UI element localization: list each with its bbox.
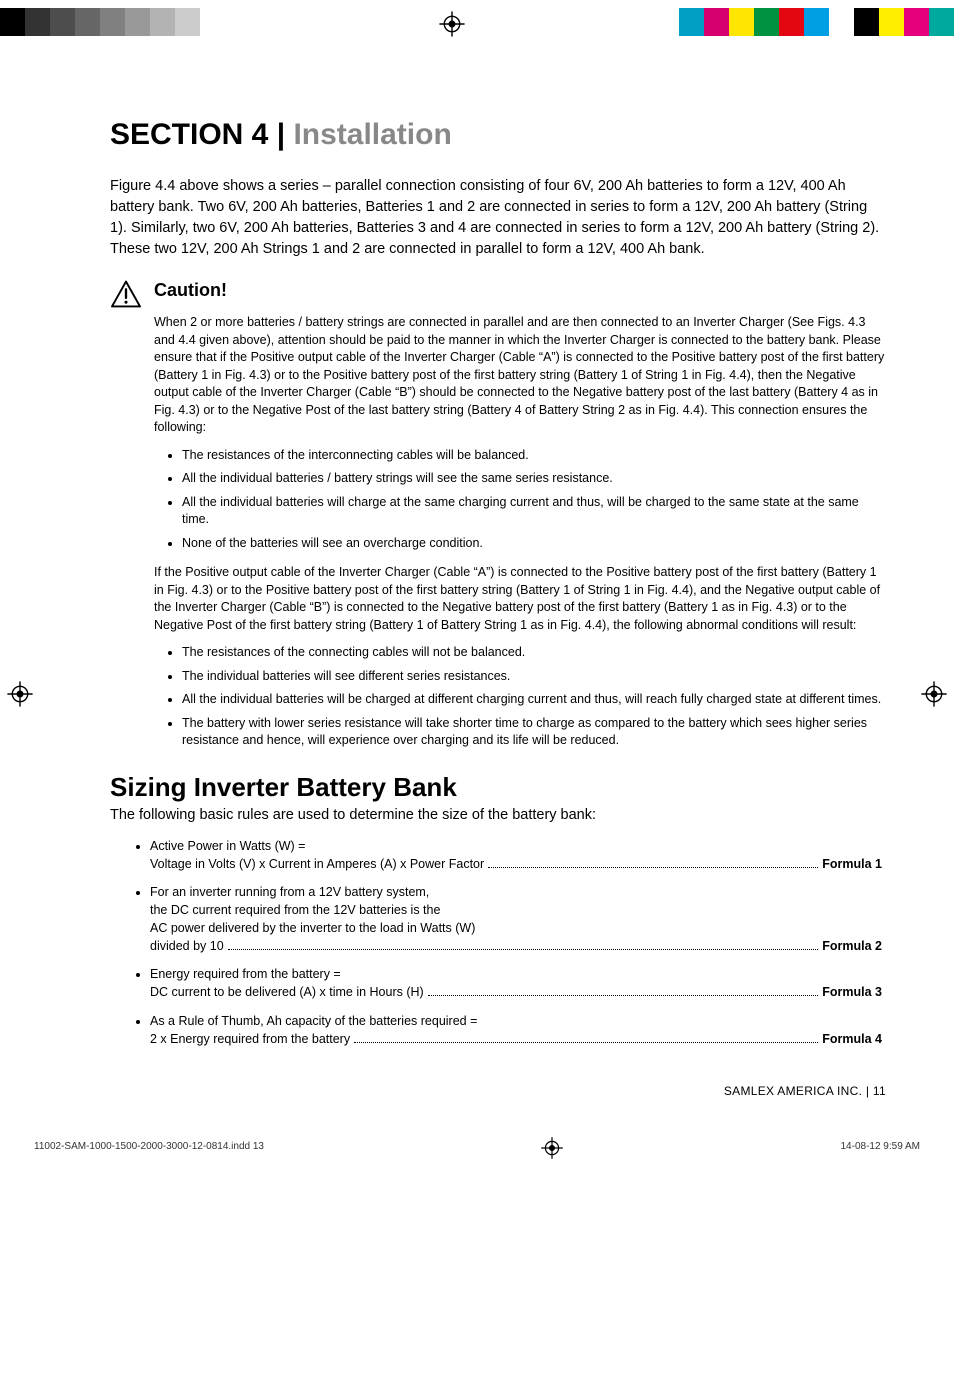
page-content: SECTION 4 | Installation Figure 4.4 abov… bbox=[0, 70, 954, 1118]
caution-paragraph-2: If the Positive output cable of the Inve… bbox=[154, 564, 886, 634]
formula-item: As a Rule of Thumb, Ah capacity of the b… bbox=[150, 1012, 886, 1048]
caution-label: Caution! bbox=[154, 280, 227, 301]
caution-list-1: The resistances of the interconnecting c… bbox=[154, 447, 886, 553]
caution-body: When 2 or more batteries / battery strin… bbox=[154, 314, 886, 750]
caution-list-item: The resistances of the connecting cables… bbox=[182, 644, 886, 662]
formula-item: Energy required from the battery =DC cur… bbox=[150, 965, 886, 1001]
caution-list-item: All the individual batteries / battery s… bbox=[182, 470, 886, 488]
caution-paragraph-1: When 2 or more batteries / battery strin… bbox=[154, 314, 886, 437]
caution-list-item: All the individual batteries will charge… bbox=[182, 494, 886, 529]
registration-mark-left bbox=[6, 680, 34, 708]
color-bar bbox=[679, 8, 954, 36]
section-number: SECTION 4 | bbox=[110, 118, 293, 151]
formula-item: For an inverter running from a 12V batte… bbox=[150, 883, 886, 956]
sizing-heading: Sizing Inverter Battery Bank bbox=[110, 772, 886, 803]
intro-paragraph: Figure 4.4 above shows a series – parall… bbox=[110, 176, 886, 260]
section-title: SECTION 4 | Installation bbox=[110, 118, 886, 152]
formula-item: Active Power in Watts (W) =Voltage in Vo… bbox=[150, 837, 886, 873]
timestamp: 14-08-12 9:59 AM bbox=[841, 1141, 921, 1152]
registration-mark-right bbox=[920, 680, 948, 708]
caution-list-item: All the individual batteries will be cha… bbox=[182, 691, 886, 709]
caution-list-item: None of the batteries will see an overch… bbox=[182, 535, 886, 553]
section-name: Installation bbox=[293, 118, 451, 151]
page-footer: SAMLEX AMERICA INC. | 11 bbox=[110, 1084, 886, 1098]
caution-header: Caution! bbox=[110, 280, 886, 308]
sizing-subhead: The following basic rules are used to de… bbox=[110, 807, 886, 823]
caution-list-2: The resistances of the connecting cables… bbox=[154, 644, 886, 750]
warning-icon bbox=[110, 280, 142, 308]
registration-mark-bottom bbox=[540, 1136, 564, 1160]
printer-marks-top bbox=[0, 0, 954, 70]
formula-list: Active Power in Watts (W) =Voltage in Vo… bbox=[110, 837, 886, 1048]
registration-mark-top bbox=[438, 10, 466, 38]
file-info: 11002-SAM-1000-1500-2000-3000-12-0814.in… bbox=[34, 1141, 264, 1152]
caution-list-item: The battery with lower series resistance… bbox=[182, 715, 886, 750]
caution-list-item: The resistances of the interconnecting c… bbox=[182, 447, 886, 465]
printer-marks-bottom: 11002-SAM-1000-1500-2000-3000-12-0814.in… bbox=[0, 1118, 954, 1170]
grayscale-bar bbox=[0, 8, 225, 36]
caution-list-item: The individual batteries will see differ… bbox=[182, 668, 886, 686]
